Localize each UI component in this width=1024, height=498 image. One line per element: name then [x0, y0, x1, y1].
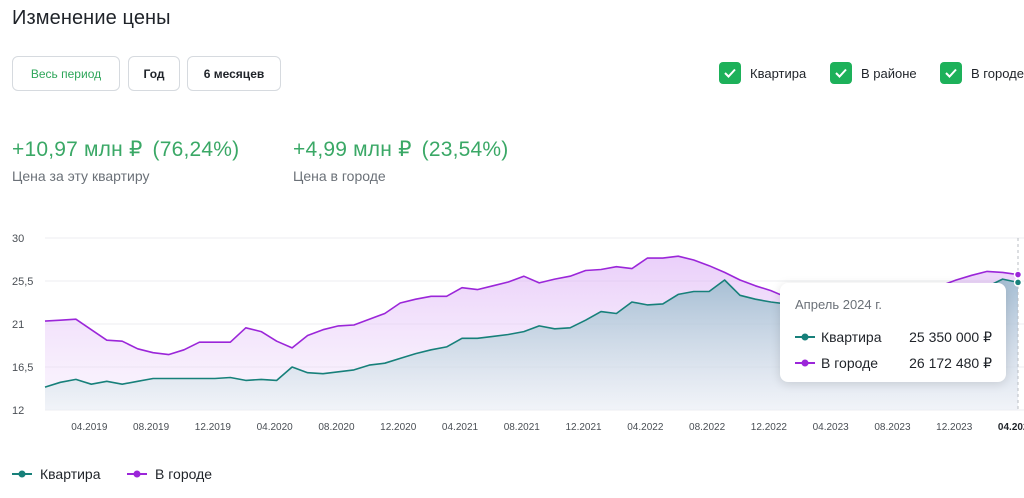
city-marker-icon: [795, 359, 815, 367]
legend-flat-label: Квартира: [40, 466, 101, 482]
period-6-months-button[interactable]: 6 месяцев: [187, 56, 281, 91]
x-tick-label: 12.2022: [751, 422, 788, 433]
period-year-button[interactable]: Год: [128, 56, 180, 91]
toggle-city-label: В городе: [971, 65, 1024, 81]
x-tick-label: 08.2020: [318, 422, 355, 433]
y-tick-label: 12: [12, 405, 24, 417]
stat-flat-value: +10,97 млн ₽: [12, 138, 143, 161]
x-tick-label: 12.2019: [195, 422, 232, 433]
hover-markers: [1013, 238, 1023, 410]
toggle-flat-label: Квартира: [750, 65, 807, 81]
stat-flat-label: Цена за эту квартиру: [12, 168, 150, 184]
x-tick-label: 12.2021: [565, 422, 602, 433]
x-tick-label: 08.2022: [689, 422, 726, 433]
stat-flat: +10,97 млн ₽ (76,24%) Цена за эту квартир…: [12, 137, 239, 184]
tooltip-row-flat: Квартира 25 350 000 ₽: [795, 324, 992, 350]
y-tick-label: 16,5: [12, 362, 33, 374]
checkmark-icon: [940, 62, 962, 84]
tooltip-flat-name: Квартира: [821, 329, 882, 345]
stat-city-label: Цена в городе: [293, 168, 386, 184]
legend-city[interactable]: В городе: [127, 466, 212, 482]
y-tick-label: 25,5: [12, 276, 33, 288]
flat-marker-icon: [795, 333, 815, 341]
x-tick-label: 04.2021: [442, 422, 479, 433]
x-tick-label: 12.2023: [936, 422, 973, 433]
chart-tooltip: Апрель 2024 г. Квартира 25 350 000 ₽ В г…: [780, 283, 1006, 382]
tooltip-flat-value: 25 350 000 ₽: [909, 328, 992, 345]
x-tick-label: 04.2019: [71, 422, 108, 433]
legend-flat[interactable]: Квартира: [12, 466, 101, 482]
checkmark-icon: [719, 62, 741, 84]
x-tick-label: 04.2020: [257, 422, 294, 433]
flat-area: [45, 279, 1018, 410]
flat-legend-icon: [12, 470, 32, 478]
stat-city: +4,99 млн ₽ (23,54%) Цена в городе: [293, 137, 508, 184]
stat-flat-percent: (76,24%): [152, 138, 240, 161]
y-tick-label: 21: [12, 319, 24, 331]
y-axis: 30 25,5 21 16,5 12: [12, 233, 33, 417]
stat-city-value: +4,99 млн ₽: [293, 138, 412, 161]
x-tick-label: 04.2023: [813, 422, 850, 433]
toggle-district-checkbox[interactable]: В районе: [830, 62, 917, 84]
city-legend-icon: [127, 470, 147, 478]
period-all-button[interactable]: Весь период: [12, 56, 120, 91]
x-tick-label: 04.2024: [998, 422, 1024, 433]
city-point: [1013, 270, 1023, 279]
checkmark-icon: [830, 62, 852, 84]
x-axis: 04.2019 08.2019 12.2019 04.2020 08.2020 12.20…: [71, 422, 1024, 433]
toggle-district-label: В районе: [861, 65, 917, 81]
tooltip-city-name: В городе: [821, 355, 879, 371]
x-tick-label: 12.2020: [380, 422, 417, 433]
y-tick-label: 30: [12, 233, 24, 245]
stat-city-percent: (23,54%): [421, 138, 509, 161]
legend-city-label: В городе: [155, 466, 213, 482]
page-title: Изменение цены: [12, 7, 171, 29]
tooltip-row-city: В городе 26 172 480 ₽: [795, 350, 992, 376]
tooltip-city-value: 26 172 480 ₽: [909, 354, 992, 371]
x-tick-label: 08.2019: [133, 422, 170, 433]
flat-point: [1013, 278, 1023, 287]
toggle-flat-checkbox[interactable]: Квартира: [719, 62, 806, 84]
toggle-city-checkbox[interactable]: В городе: [940, 62, 1024, 84]
x-tick-label: 08.2023: [874, 422, 911, 433]
series-areas: [45, 256, 1018, 410]
tooltip-date: Апрель 2024 г.: [795, 297, 883, 312]
x-tick-label: 04.2022: [627, 422, 664, 433]
x-tick-label: 08.2021: [504, 422, 541, 433]
